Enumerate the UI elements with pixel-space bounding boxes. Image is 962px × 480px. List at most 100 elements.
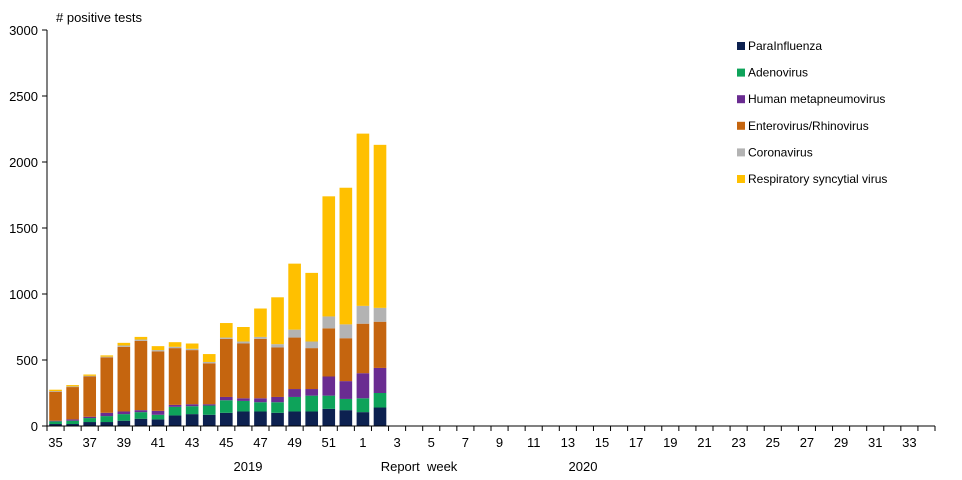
x-tick-label: 1 bbox=[359, 435, 366, 450]
legend-label: Coronavirus bbox=[748, 145, 813, 159]
bar-segment bbox=[373, 321, 387, 368]
x-tick-label: 37 bbox=[82, 435, 96, 450]
y-tick-label: 500 bbox=[16, 353, 38, 368]
bar-segment bbox=[66, 424, 79, 426]
bar-segment bbox=[356, 412, 370, 426]
bar-segment bbox=[202, 363, 216, 405]
bar-segment bbox=[151, 346, 165, 351]
bar-segment bbox=[100, 357, 114, 413]
bar-segment bbox=[373, 367, 387, 393]
bar-segment bbox=[202, 414, 216, 426]
y-tick-label: 0 bbox=[31, 419, 38, 434]
bar-segment bbox=[373, 144, 387, 308]
bar-segment bbox=[134, 410, 148, 413]
bar-segment bbox=[117, 345, 131, 347]
bar-segment bbox=[356, 323, 370, 374]
bar-segment bbox=[254, 402, 267, 412]
bar-segment bbox=[305, 272, 319, 342]
legend-swatch bbox=[737, 175, 745, 183]
x-tick-label: 19 bbox=[663, 435, 677, 450]
bar-segment bbox=[83, 416, 97, 419]
bar-segment bbox=[49, 421, 62, 425]
legend-label: Adenovirus bbox=[748, 66, 808, 80]
x-tick-label: 33 bbox=[902, 435, 916, 450]
bar-segment bbox=[288, 329, 301, 338]
bar-segment bbox=[117, 414, 131, 421]
bar-segment bbox=[83, 422, 97, 426]
y-axis-title: # positive tests bbox=[56, 10, 142, 25]
bars-group bbox=[49, 133, 387, 426]
x-tick-label: 23 bbox=[731, 435, 745, 450]
bar-segment bbox=[134, 339, 148, 341]
x-tick-label: 27 bbox=[800, 435, 814, 450]
legend-label: Human metapneumovirus bbox=[748, 92, 885, 106]
bar-segment bbox=[168, 406, 182, 416]
bar-segment bbox=[202, 361, 216, 364]
bar-segment bbox=[151, 419, 165, 426]
bar-segment bbox=[134, 340, 148, 411]
legend-label: Respiratory syncytial virus bbox=[748, 172, 887, 186]
bar-segment bbox=[373, 393, 387, 408]
bar-segment bbox=[83, 376, 97, 417]
y-tick-label: 2500 bbox=[9, 89, 38, 104]
x-tick-label: 15 bbox=[595, 435, 609, 450]
x-tick-label: 9 bbox=[496, 435, 503, 450]
bar-segment bbox=[271, 412, 284, 426]
bar-segment bbox=[271, 396, 284, 403]
bar-segment bbox=[202, 405, 216, 415]
x-tick-label: 31 bbox=[868, 435, 882, 450]
legend: ParaInfluenza Adenovirus Human metapneumov… bbox=[737, 39, 887, 186]
bar-segment bbox=[305, 341, 319, 349]
x-tick-label: 13 bbox=[561, 435, 575, 450]
bar-segment bbox=[322, 408, 336, 426]
y-tick-label: 1500 bbox=[9, 221, 38, 236]
bar-segment bbox=[254, 338, 267, 399]
bar-segment bbox=[83, 375, 97, 377]
bar-segment bbox=[237, 343, 250, 399]
bar-segment bbox=[151, 351, 165, 411]
bar-segment bbox=[322, 376, 336, 396]
bar-segment bbox=[151, 410, 165, 415]
bar-segment bbox=[151, 414, 165, 420]
x-tick-label: 35 bbox=[48, 435, 62, 450]
bar-segment bbox=[219, 396, 233, 401]
bar-segment bbox=[219, 412, 233, 426]
bar-segment bbox=[322, 395, 336, 409]
bar-segment bbox=[339, 324, 353, 339]
bar-segment bbox=[185, 406, 199, 415]
x-tick-label: 47 bbox=[253, 435, 267, 450]
bar-segment bbox=[219, 337, 233, 339]
bar-segment bbox=[271, 347, 284, 397]
bar-segment bbox=[254, 336, 267, 339]
bar-segment bbox=[66, 386, 79, 388]
bar-segment bbox=[237, 398, 250, 401]
bar-segment bbox=[66, 420, 79, 425]
bar-segment bbox=[254, 308, 267, 337]
bar-segment bbox=[134, 336, 148, 340]
bar-segment bbox=[202, 404, 216, 406]
bar-segment bbox=[49, 420, 62, 422]
bar-segment bbox=[339, 381, 353, 399]
bar-segment bbox=[237, 400, 250, 412]
bar-segment bbox=[117, 411, 131, 415]
legend-swatch bbox=[737, 148, 745, 157]
bar-segment bbox=[168, 348, 182, 405]
bar-segment bbox=[100, 356, 114, 358]
bar-segment bbox=[339, 338, 353, 382]
bar-segment bbox=[237, 327, 250, 342]
bar-segment bbox=[339, 410, 353, 426]
legend-swatch bbox=[737, 68, 745, 77]
bar-segment bbox=[49, 391, 62, 392]
legend-label: Enterovirus/Rhinovirus bbox=[748, 119, 869, 133]
bar-segment bbox=[168, 404, 182, 407]
bar-segment bbox=[305, 395, 319, 412]
bar-segment bbox=[117, 346, 131, 412]
y-tick-label: 1000 bbox=[9, 287, 38, 302]
bar-segment bbox=[373, 307, 387, 322]
bar-segment bbox=[185, 350, 199, 405]
x-tick-label: 17 bbox=[629, 435, 643, 450]
bar-segment bbox=[66, 385, 79, 387]
x-axis-ticks: 35 37 39 41 43 45 47 49 51 1 3 5 7 9 11 13 15 17 19 21 23 25 2… bbox=[46, 426, 936, 450]
y-tick-label: 2000 bbox=[9, 155, 38, 170]
